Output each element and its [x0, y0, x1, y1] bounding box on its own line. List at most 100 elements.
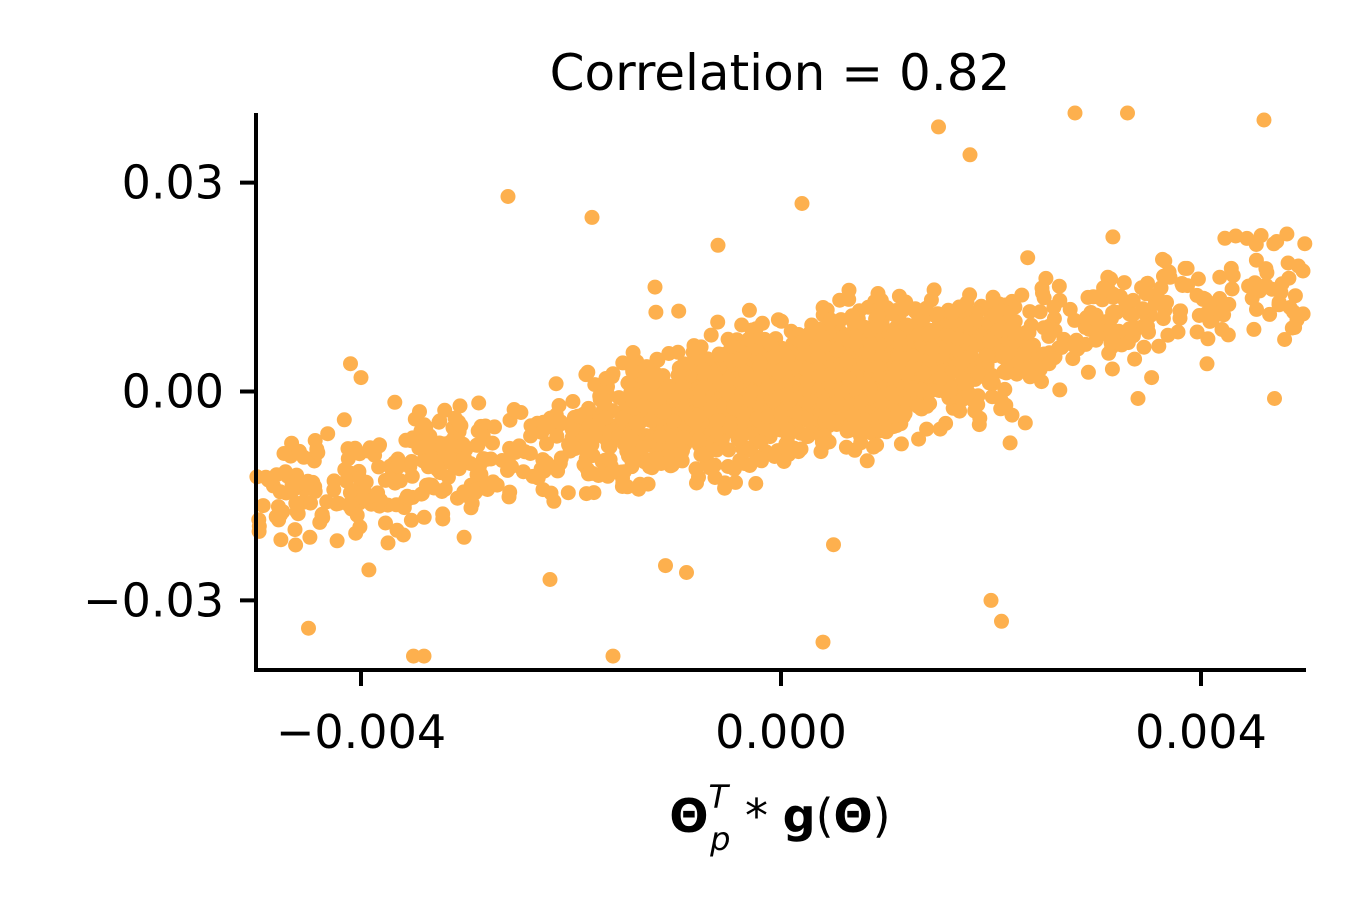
scatter-point [431, 414, 447, 430]
scatter-point [1052, 382, 1068, 398]
x-label-open-paren: ( [816, 789, 834, 843]
scatter-point [741, 302, 757, 318]
scatter-point [649, 351, 665, 367]
scatter-point [362, 440, 378, 456]
scatter-point [616, 464, 632, 480]
scatter-point [487, 419, 502, 435]
scatter-point [845, 419, 861, 435]
scatter-point [930, 306, 946, 322]
scatter-point [773, 406, 789, 421]
scatter-point [997, 381, 1013, 397]
scatter-point [717, 475, 733, 491]
scatter-point [962, 287, 978, 303]
scatter-points [249, 105, 1313, 664]
x-label-close-paren: ) [873, 789, 891, 843]
scatter-point [638, 385, 654, 401]
scatter-point [1189, 324, 1205, 340]
scatter-point [1214, 322, 1230, 337]
scatter-point [543, 485, 559, 501]
scatter-point [815, 634, 831, 650]
scatter-point [341, 497, 357, 513]
scatter-point [1138, 286, 1154, 302]
scatter-point [1120, 105, 1135, 121]
scatter-point [990, 323, 1006, 339]
scatter-point [452, 398, 468, 414]
scatter-point [1256, 112, 1272, 128]
scatter-point [578, 367, 594, 383]
scatter-point [562, 443, 578, 459]
scatter-point [911, 431, 927, 447]
scatter-point [614, 411, 630, 427]
scatter-point [656, 404, 672, 420]
scatter-point [767, 449, 783, 464]
scatter-point [1086, 310, 1102, 326]
scatter-point [320, 426, 336, 442]
scatter-point [1267, 391, 1282, 406]
scatter-point [1127, 351, 1143, 367]
x-tick-label: 0.004 [1135, 705, 1267, 759]
scatter-point [1157, 253, 1173, 269]
scatter-point [550, 463, 566, 479]
scatter-point [726, 400, 742, 416]
scatter-point [823, 312, 839, 328]
scatter-point [1032, 304, 1048, 320]
scatter-point [355, 490, 371, 506]
scatter-point [1062, 301, 1078, 317]
scatter-point [1105, 305, 1121, 321]
scatter-point [1018, 324, 1034, 340]
scatter-point [752, 358, 768, 374]
scatter-point [720, 459, 736, 474]
scatter-point [549, 428, 565, 444]
scatter-point [273, 532, 289, 548]
scatter-point [560, 485, 576, 501]
scatter-point [1046, 299, 1062, 315]
scatter-point [403, 512, 419, 528]
scatter-point [310, 445, 326, 461]
scatter-point [673, 446, 689, 462]
scatter-point [954, 355, 970, 371]
scatter-point [1054, 340, 1070, 355]
y-axis-ticks: −0.03 0.00 0.03 [83, 156, 256, 627]
scatter-point [756, 420, 772, 436]
scatter-point [810, 349, 826, 365]
x-label-subscript: p [709, 820, 730, 858]
scatter-point [1125, 307, 1141, 323]
scatter-point [298, 476, 314, 492]
scatter-point [404, 468, 420, 484]
scatter-point [435, 511, 451, 527]
scatter-point [799, 362, 815, 378]
scatter-point [1085, 289, 1101, 305]
scatter-point [670, 344, 686, 360]
scatter-point [416, 648, 432, 664]
scatter-point [602, 452, 618, 467]
scatter-point [800, 429, 815, 445]
y-tick-label: 0.00 [122, 365, 224, 419]
scatter-point [723, 338, 739, 354]
scatter-point [979, 348, 995, 363]
scatter-point [773, 313, 789, 329]
scatter-point [302, 529, 318, 545]
scatter-point [485, 474, 501, 490]
scatter-point [1022, 304, 1038, 320]
x-label-operator: * [730, 789, 782, 843]
scatter-point [1179, 260, 1195, 276]
scatter-point [838, 353, 854, 369]
scatter-point [1051, 278, 1067, 294]
scatter-point [578, 486, 594, 502]
scatter-point [664, 428, 680, 444]
scatter-point [844, 308, 860, 324]
scatter-point [617, 436, 632, 452]
scatter-point [691, 392, 707, 408]
scatter-point [251, 512, 267, 528]
scatter-point [1014, 287, 1030, 303]
scatter-point [1026, 337, 1041, 353]
scatter-point [635, 440, 651, 456]
scatter-point [296, 449, 312, 465]
scatter-point [585, 465, 600, 481]
scatter-point [914, 382, 930, 398]
scatter-point [952, 403, 968, 419]
scatter-point [338, 473, 354, 489]
scatter-point [288, 495, 304, 511]
scatter-point [1295, 263, 1311, 279]
